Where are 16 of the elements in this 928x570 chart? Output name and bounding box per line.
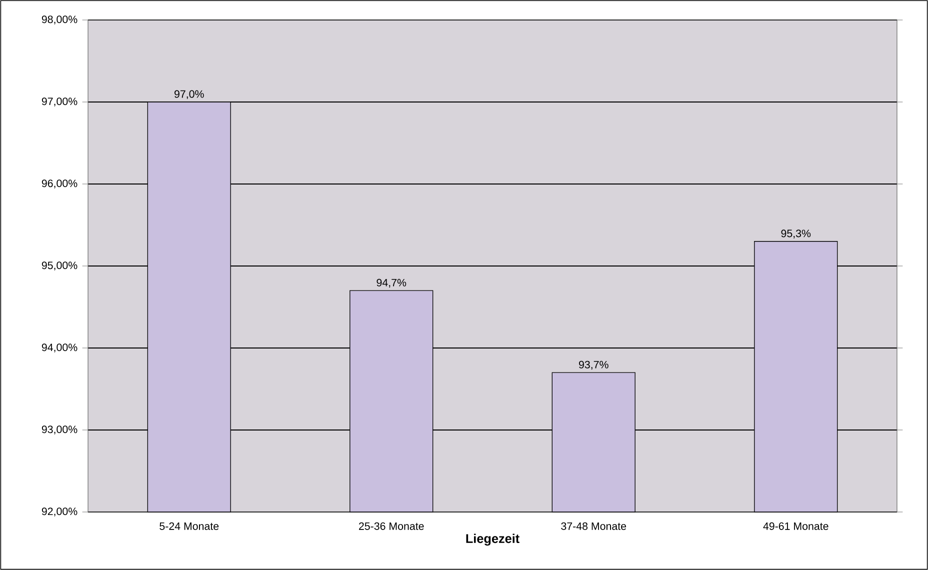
- y-tick-label: 92,00%: [42, 508, 78, 516]
- x-tick-label: 37-48 Monate: [561, 522, 626, 530]
- data-label: 93,7%: [579, 360, 608, 370]
- data-label: 95,3%: [781, 230, 811, 238]
- x-tick-label: 5-24 Monate: [160, 522, 219, 530]
- data-label: 94,7%: [376, 278, 406, 288]
- y-tick-label: 97,00%: [42, 98, 78, 106]
- y-tick-label: 95,00%: [42, 262, 78, 270]
- x-tick-label: 25-36 Monate: [359, 522, 424, 530]
- y-tick-label: 93,00%: [42, 426, 78, 434]
- x-tick-label: 49-61 Monate: [763, 522, 828, 530]
- y-tick-label: 94,00%: [42, 344, 78, 352]
- y-tick-label: 98,00%: [42, 16, 78, 24]
- data-label: 97,0%: [174, 90, 204, 100]
- y-tick-label: 96,00%: [42, 180, 78, 188]
- x-axis-title: Liegezeit: [466, 534, 520, 546]
